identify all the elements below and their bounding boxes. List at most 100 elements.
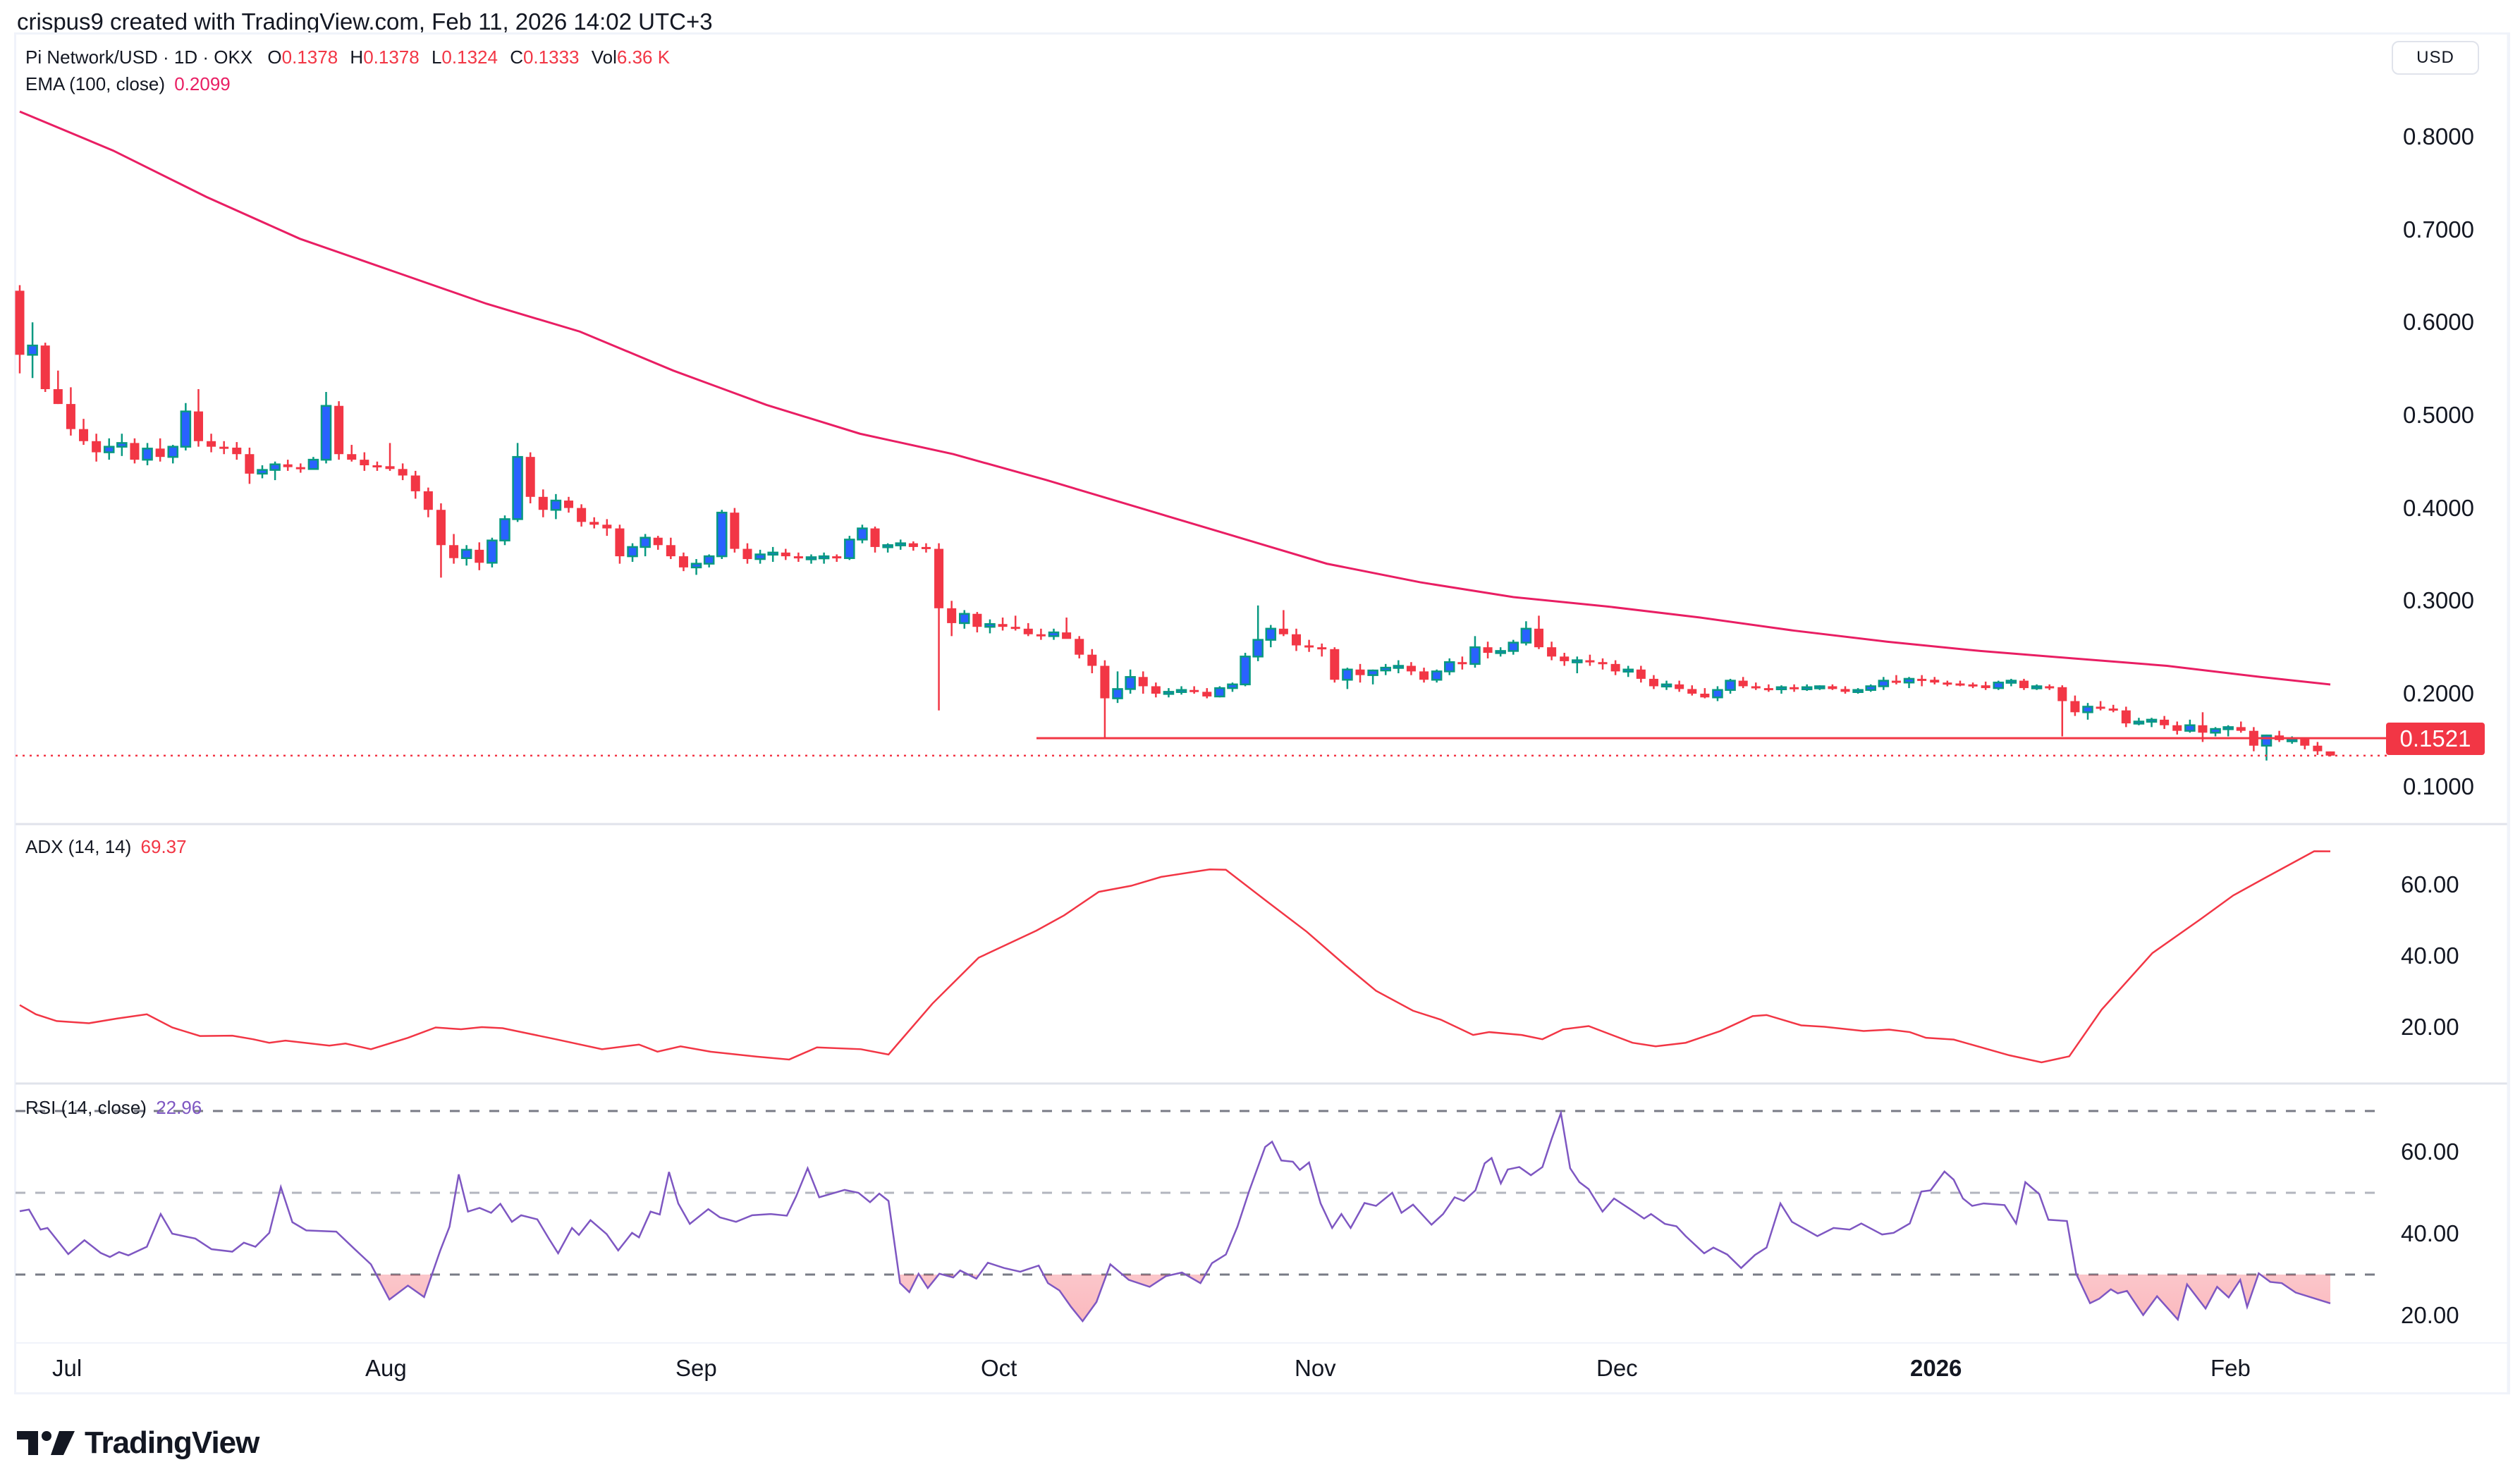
candle [627,543,638,562]
candle [832,554,842,562]
candle [2184,719,2196,733]
candle [742,543,752,564]
candle [1775,685,1787,694]
symbol-title[interactable]: Pi Network/USD · 1D · OKX [25,47,253,68]
close-value: 0.1333 [522,47,580,68]
candle [2133,718,2145,725]
adx-label: ADX (14, 14) [25,836,132,857]
adx-legend[interactable]: ADX (14, 14) 69.37 [25,836,187,858]
candle [2236,721,2246,733]
rsi-legend[interactable]: RSI (14, close) 22.96 [25,1097,202,1119]
axis-tick-label: 0.2000 [2403,680,2474,706]
candle [449,534,459,564]
candle [857,524,868,544]
candle [1367,669,1378,685]
candle [525,452,535,504]
candle [2210,727,2221,737]
candle [1431,669,1443,683]
candle [2031,684,2043,690]
candle [334,401,344,460]
candle [2019,678,2029,690]
candle [193,389,203,447]
candle [1291,628,1302,651]
candle [1865,684,1876,692]
candle [2275,730,2284,742]
candle [1968,682,1978,689]
candle [1687,685,1697,696]
support-line[interactable] [16,737,2387,757]
candle [1062,618,1072,639]
candle [1585,654,1595,666]
candle [66,387,75,436]
high-label: H [350,47,364,68]
candle [703,554,715,567]
candle [1878,677,1890,690]
candle [793,552,803,562]
candle [1840,686,1850,694]
candle [1725,678,1736,694]
candle [1943,680,1952,687]
candle [2172,721,2182,735]
candle [1790,684,1799,692]
candle [1930,677,1940,685]
candle [730,508,740,553]
candle [460,545,472,566]
candle [1406,662,1416,675]
candle [245,447,255,484]
candle [142,443,153,466]
ema-value: 0.2099 [174,73,231,94]
candle [1125,669,1136,694]
axis-tick-label: 40.00 [2401,1220,2459,1246]
time-tick-label: Jul [52,1355,82,1381]
candle [320,391,332,464]
candle [666,537,675,560]
candle [219,441,229,455]
candle [1189,686,1199,694]
candle [269,461,281,481]
volume-label: Vol [591,47,617,68]
candle [1023,622,1033,637]
candle [499,515,510,546]
candle [53,370,63,405]
candle [1075,636,1084,658]
candle [27,322,38,379]
ema-line [19,110,2331,686]
candle [538,489,548,517]
candle [934,543,944,711]
open-label: O [267,47,282,68]
tradingview-logo-icon [17,1431,75,1455]
time-tick-label: Aug [365,1355,407,1381]
candle [895,539,907,550]
candle [602,519,612,536]
candle [1598,658,1608,670]
candle [1010,615,1020,631]
adx-line [19,850,2331,1064]
candle [1151,682,1161,698]
candle [1469,636,1481,668]
rsi-label: RSI (14, close) [25,1097,147,1118]
candle [257,465,268,479]
candle [908,541,918,551]
candle [1891,675,1901,685]
currency-selector[interactable]: USD [2392,41,2479,75]
candle [1660,680,1672,690]
candle [2057,685,2067,737]
candle [870,526,880,553]
candle [512,443,523,522]
candle [615,524,625,564]
candle [1175,686,1187,695]
candle [1419,668,1429,683]
candle [372,461,382,471]
candle [781,548,790,560]
candle [998,618,1008,631]
candle [1675,680,1684,692]
candle [116,434,128,456]
candle [640,534,651,557]
tradingview-logo[interactable]: TradingView [17,1425,259,1461]
candle [1534,615,1544,649]
candle [1483,642,1493,658]
ema-legend[interactable]: EMA (100, close) 0.2099 [25,73,231,95]
candle [1227,682,1238,692]
candle [1649,675,1658,689]
